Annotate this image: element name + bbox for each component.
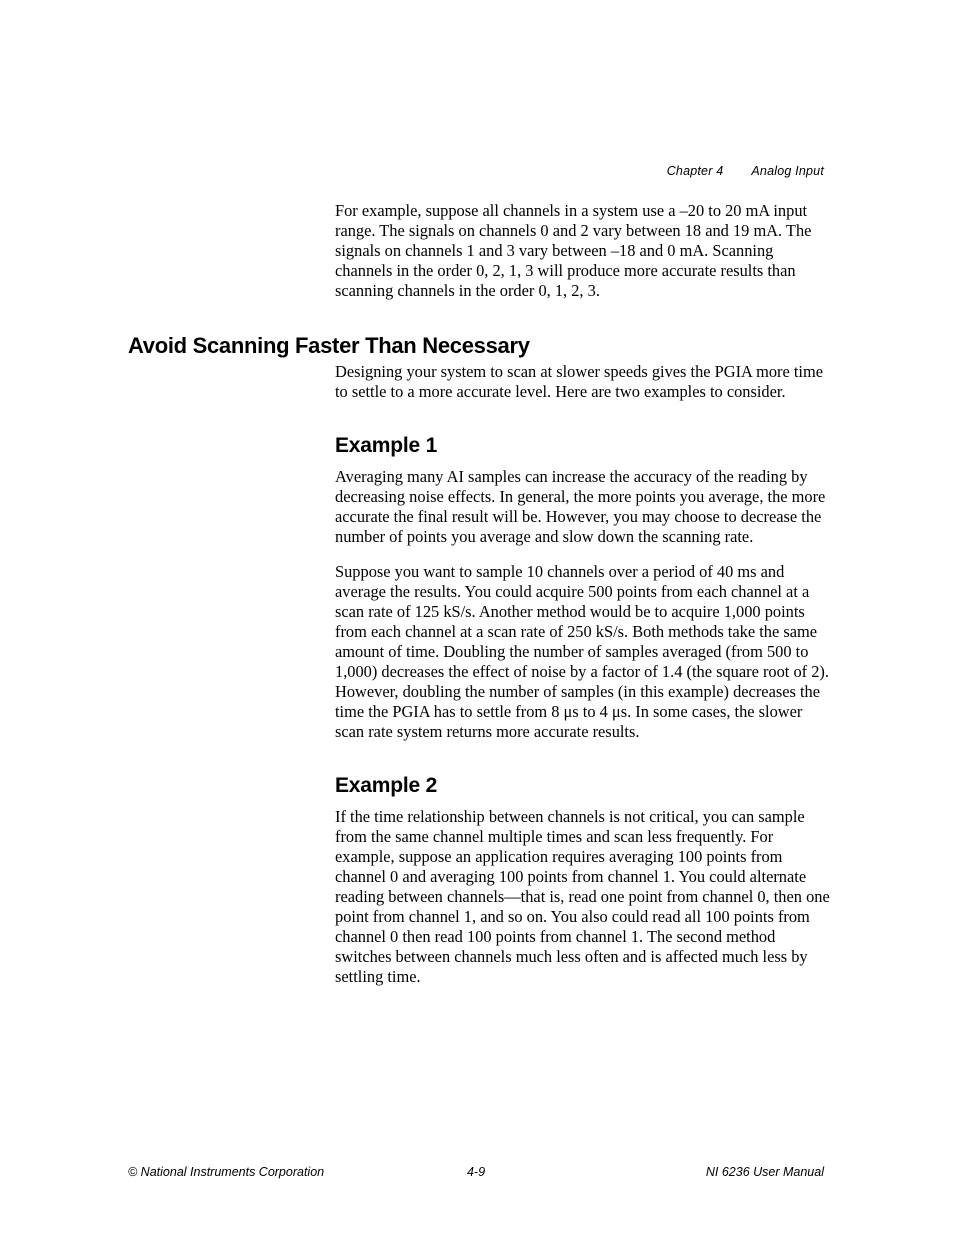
running-header-chapter: Chapter 4 bbox=[667, 164, 724, 178]
section-heading: Avoid Scanning Faster Than Necessary bbox=[128, 333, 530, 359]
example-2-p1: If the time relationship between channel… bbox=[335, 807, 830, 987]
section-intro: Designing your system to scan at slower … bbox=[335, 362, 830, 402]
running-header: Chapter 4 Analog Input bbox=[652, 150, 824, 192]
example-1-p1: Averaging many AI samples can increase t… bbox=[335, 467, 830, 547]
example-1-p2: Suppose you want to sample 10 channels o… bbox=[335, 562, 830, 742]
spacer bbox=[335, 757, 830, 773]
body-column: For example, suppose all channels in a s… bbox=[335, 201, 830, 1002]
example-2-heading: Example 2 bbox=[335, 773, 830, 799]
spacer bbox=[335, 417, 830, 433]
page: Chapter 4 Analog Input For example, suppo… bbox=[0, 0, 954, 1235]
example-1-heading: Example 1 bbox=[335, 433, 830, 459]
intro-paragraph: For example, suppose all channels in a s… bbox=[335, 201, 830, 301]
footer-right: NI 6236 User Manual bbox=[706, 1165, 824, 1179]
running-header-title: Analog Input bbox=[751, 164, 824, 178]
